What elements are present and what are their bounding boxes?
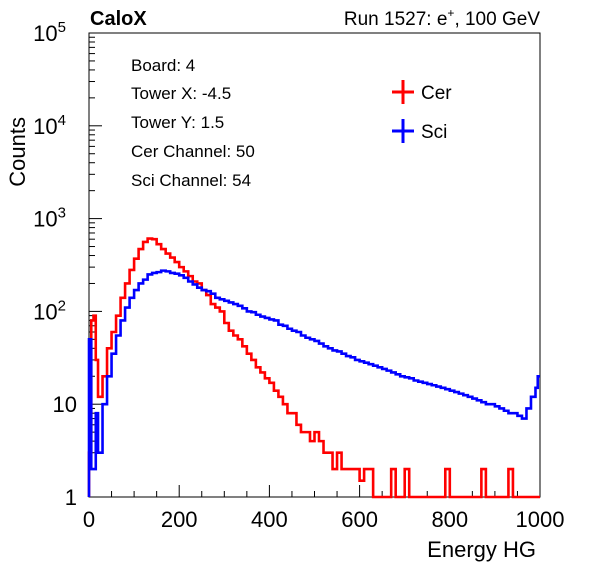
info-tower-x: Tower X: -4.5 bbox=[131, 84, 231, 103]
info-cer-channel: Cer Channel: 50 bbox=[131, 142, 255, 161]
x-tick-label: 800 bbox=[431, 507, 468, 532]
y-tick-label: 105 bbox=[33, 19, 66, 46]
y-tick-label: 1 bbox=[65, 485, 77, 510]
y-tick-label: 10 bbox=[53, 392, 77, 417]
x-tick-label: 400 bbox=[251, 507, 288, 532]
y-tick-label: 104 bbox=[33, 112, 66, 139]
x-tick-label: 1000 bbox=[516, 507, 565, 532]
brand-label: CaloX bbox=[90, 8, 147, 30]
info-sci-channel: Sci Channel: 54 bbox=[131, 171, 251, 190]
info-board: Board: 4 bbox=[131, 56, 195, 75]
x-tick-label: 600 bbox=[341, 507, 378, 532]
info-tower-y: Tower Y: 1.5 bbox=[131, 113, 224, 132]
x-axis-label: Energy HG bbox=[427, 537, 536, 562]
y-tick-label: 103 bbox=[33, 205, 66, 232]
y-tick-label: 102 bbox=[33, 297, 66, 324]
legend-marker-cer bbox=[392, 80, 414, 104]
y-axis-label: Counts bbox=[5, 117, 30, 187]
legend-label-cer: Cer bbox=[421, 83, 452, 104]
run-label: Run 1527: e+, 100 GeV bbox=[344, 6, 540, 30]
series-cer-line bbox=[87, 237, 540, 499]
legend-label-sci: Sci bbox=[421, 122, 447, 143]
series-sci-line bbox=[87, 269, 540, 497]
legend: Cer Sci bbox=[392, 80, 452, 143]
x-tick-label: 200 bbox=[161, 507, 198, 532]
x-tick-label: 0 bbox=[83, 507, 95, 532]
legend-marker-sci bbox=[392, 119, 414, 143]
